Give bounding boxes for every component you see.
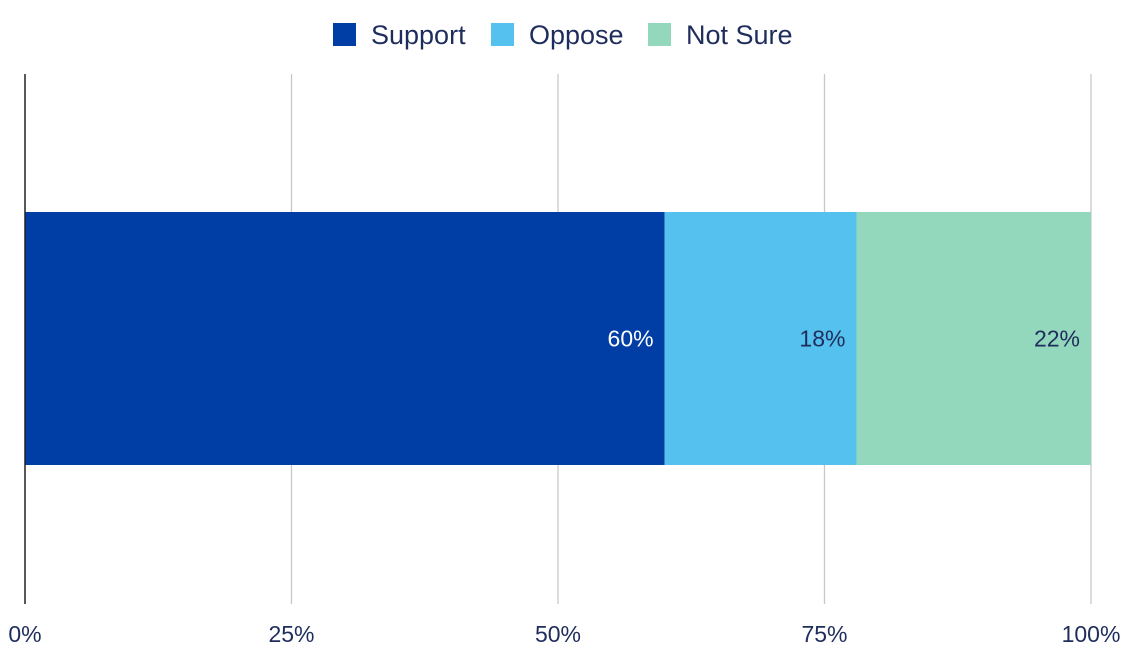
x-tick-label-4: 100%	[1062, 621, 1121, 647]
legend-swatch-support	[333, 23, 356, 46]
legend-swatch-oppose	[491, 23, 514, 46]
x-tick-label-0: 0%	[8, 621, 41, 647]
data-label-oppose: 18%	[799, 326, 845, 352]
legend: Support Oppose Not Sure	[333, 20, 793, 50]
bar-segment-oppose	[664, 212, 857, 465]
bar-segment-not-sure	[856, 212, 1091, 465]
legend-label-oppose: Oppose	[529, 20, 624, 50]
x-axis-tick-labels: 0% 25% 50% 75% 100%	[8, 621, 1120, 647]
data-label-not-sure: 22%	[1034, 326, 1080, 352]
x-tick-label-3: 75%	[801, 621, 847, 647]
bars	[25, 212, 1091, 465]
legend-label-support: Support	[371, 20, 466, 50]
legend-label-not-sure: Not Sure	[686, 20, 793, 50]
data-labels: 60% 18% 22%	[608, 326, 1080, 352]
legend-swatch-not-sure	[648, 23, 671, 46]
x-tick-label-1: 25%	[268, 621, 314, 647]
bar-segment-support	[25, 212, 665, 465]
data-label-support: 60%	[608, 326, 654, 352]
x-tick-label-2: 50%	[535, 621, 581, 647]
